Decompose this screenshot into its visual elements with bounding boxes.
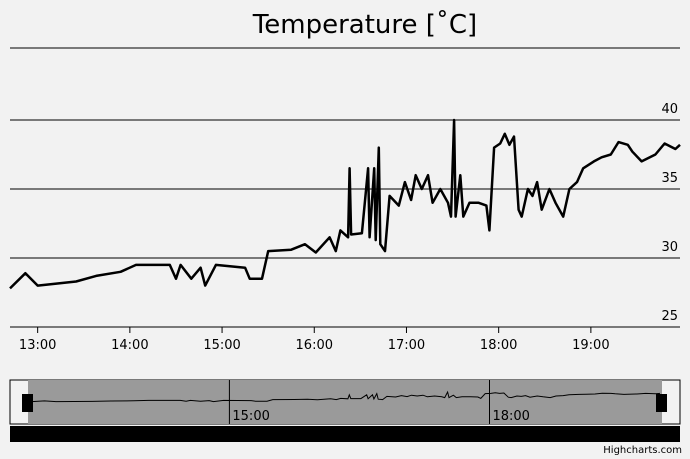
y-tick-label: 35 [661,171,678,186]
y-tick-label: 40 [661,102,678,117]
navigator-tick-label: 18:00 [492,409,529,424]
navigator-handle[interactable] [22,394,33,412]
x-tick-label: 18:00 [480,338,517,353]
navigator-selection [28,380,662,424]
y-tick-label: 30 [661,240,678,255]
x-tick-label: 19:00 [572,338,609,353]
y-tick-label: 25 [661,309,678,324]
x-tick-label: 16:00 [296,338,333,353]
scrollbar[interactable] [10,426,680,442]
navigator-line [29,390,661,403]
x-tick-label: 14:00 [111,338,148,353]
chart-title: Temperature [˚C] [252,10,477,40]
navigator-handle[interactable] [656,394,667,412]
x-tick-label: 15:00 [203,338,240,353]
navigator-tick-label: 15:00 [232,409,269,424]
x-tick-label: 13:00 [19,338,56,353]
x-tick-label: 17:00 [388,338,425,353]
line [9,118,681,290]
credits[interactable]: Highcharts.com [603,445,682,456]
